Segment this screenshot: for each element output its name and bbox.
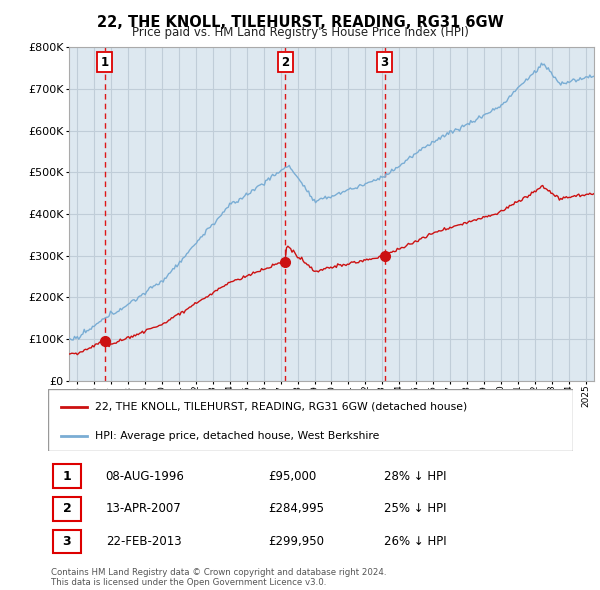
Text: 22, THE KNOLL, TILEHURST, READING, RG31 6GW (detached house): 22, THE KNOLL, TILEHURST, READING, RG31 … bbox=[95, 402, 467, 412]
Text: HPI: Average price, detached house, West Berkshire: HPI: Average price, detached house, West… bbox=[95, 431, 380, 441]
Text: 22, THE KNOLL, TILEHURST, READING, RG31 6GW: 22, THE KNOLL, TILEHURST, READING, RG31 … bbox=[97, 15, 503, 30]
Text: 2: 2 bbox=[62, 502, 71, 516]
FancyBboxPatch shape bbox=[48, 389, 573, 451]
FancyBboxPatch shape bbox=[53, 464, 80, 488]
Text: 3: 3 bbox=[380, 55, 389, 68]
Text: £284,995: £284,995 bbox=[269, 502, 325, 516]
Text: 08-AUG-1996: 08-AUG-1996 bbox=[106, 470, 185, 483]
Text: 1: 1 bbox=[62, 470, 71, 483]
Text: 26% ↓ HPI: 26% ↓ HPI bbox=[384, 535, 446, 548]
Text: 2: 2 bbox=[281, 55, 289, 68]
Text: 1: 1 bbox=[101, 55, 109, 68]
Text: £95,000: £95,000 bbox=[269, 470, 317, 483]
FancyBboxPatch shape bbox=[53, 530, 80, 553]
Text: 22-FEB-2013: 22-FEB-2013 bbox=[106, 535, 181, 548]
Text: 13-APR-2007: 13-APR-2007 bbox=[106, 502, 182, 516]
Text: Price paid vs. HM Land Registry's House Price Index (HPI): Price paid vs. HM Land Registry's House … bbox=[131, 26, 469, 39]
Text: 28% ↓ HPI: 28% ↓ HPI bbox=[384, 470, 446, 483]
Text: Contains HM Land Registry data © Crown copyright and database right 2024.
This d: Contains HM Land Registry data © Crown c… bbox=[51, 568, 386, 587]
Text: 25% ↓ HPI: 25% ↓ HPI bbox=[384, 502, 446, 516]
FancyBboxPatch shape bbox=[53, 497, 80, 520]
Text: £299,950: £299,950 bbox=[269, 535, 325, 548]
Text: 3: 3 bbox=[62, 535, 71, 548]
